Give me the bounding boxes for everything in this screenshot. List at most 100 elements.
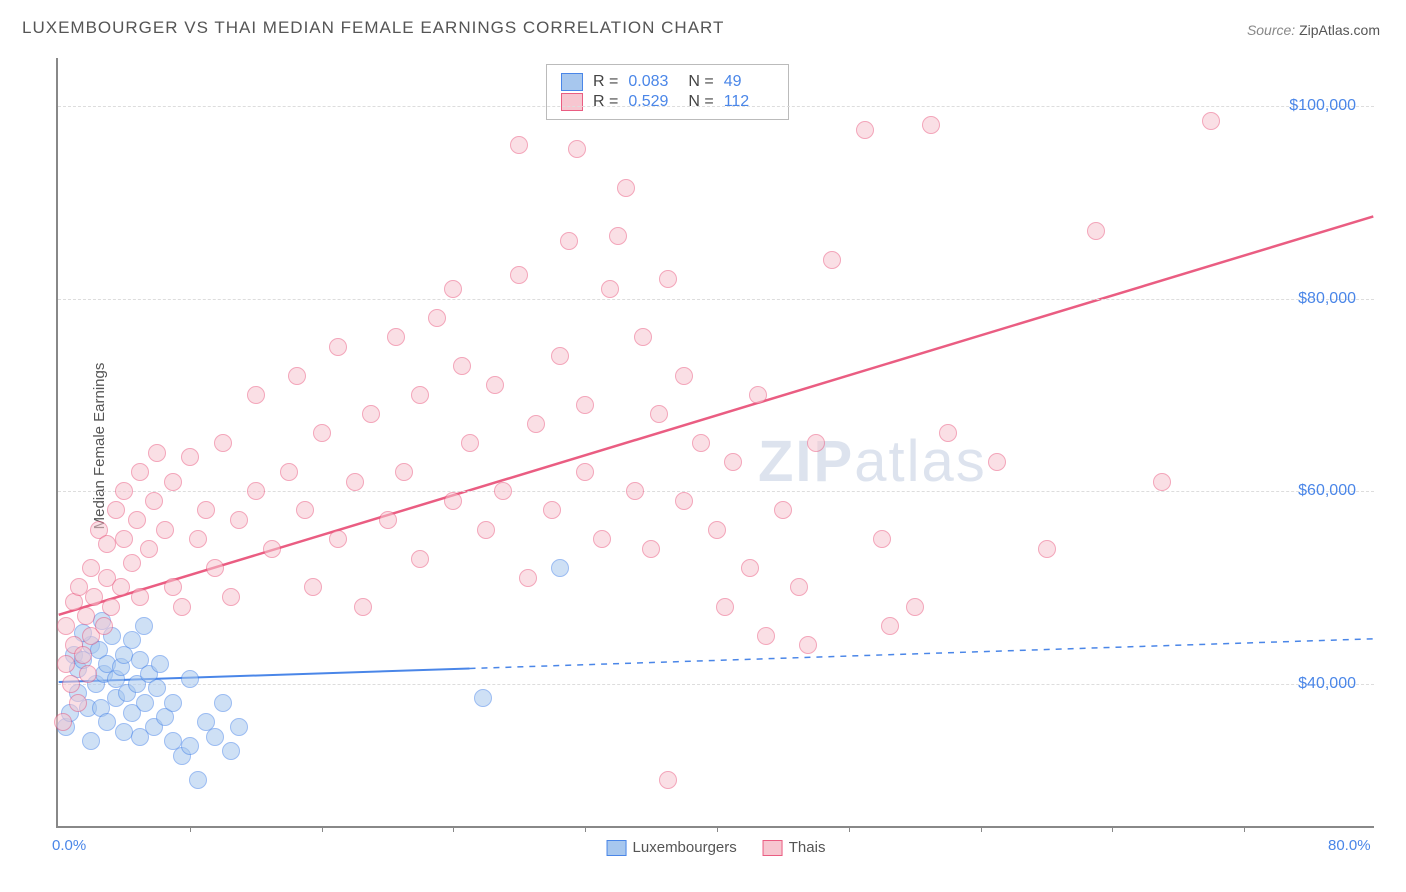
scatter-point [411, 386, 429, 404]
r-label: R = [593, 73, 618, 91]
scatter-point [69, 694, 87, 712]
scatter-point [453, 357, 471, 375]
trend-lines [58, 58, 1374, 826]
scatter-point [222, 742, 240, 760]
scatter-point [206, 559, 224, 577]
scatter-point [1202, 112, 1220, 130]
scatter-point [939, 424, 957, 442]
scatter-point [148, 679, 166, 697]
scatter-point [98, 713, 116, 731]
scatter-point [757, 627, 775, 645]
scatter-point [263, 540, 281, 558]
scatter-point [601, 280, 619, 298]
y-tick-label: $60,000 [1298, 482, 1356, 500]
scatter-point [790, 578, 808, 596]
scatter-point [115, 482, 133, 500]
x-tick-mark [453, 826, 454, 832]
scatter-point [510, 266, 528, 284]
x-tick-mark [322, 826, 323, 832]
scatter-point [107, 501, 125, 519]
plot-area: ZIPatlas R =0.083N =49R =0.529N =112 Lux… [56, 58, 1374, 828]
scatter-point [95, 617, 113, 635]
n-label: N = [688, 73, 713, 91]
legend-stats-row: R = 0.529 N = 112 [561, 93, 774, 111]
scatter-point [749, 386, 767, 404]
scatter-point [151, 655, 169, 673]
scatter-point [486, 376, 504, 394]
legend-item: Thais [763, 839, 826, 856]
scatter-point [461, 434, 479, 452]
scatter-point [659, 771, 677, 789]
chart-title: LUXEMBOURGER VS THAI MEDIAN FEMALE EARNI… [22, 18, 724, 38]
scatter-point [222, 588, 240, 606]
scatter-point [576, 463, 594, 481]
scatter-point [551, 347, 569, 365]
x-tick-mark [1244, 826, 1245, 832]
r-value: 0.529 [628, 93, 678, 111]
scatter-point [1038, 540, 1056, 558]
x-tick-mark [717, 826, 718, 832]
scatter-point [609, 227, 627, 245]
scatter-point [115, 530, 133, 548]
scatter-point [379, 511, 397, 529]
scatter-point [1153, 473, 1171, 491]
scatter-point [214, 434, 232, 452]
x-tick-mark [585, 826, 586, 832]
n-value: 112 [724, 93, 774, 111]
scatter-point [428, 309, 446, 327]
scatter-point [329, 338, 347, 356]
x-tick-mark [190, 826, 191, 832]
watermark-zip: ZIP [758, 429, 854, 494]
scatter-point [181, 448, 199, 466]
source-label: Source: [1247, 22, 1299, 38]
scatter-point [807, 434, 825, 452]
scatter-point [1087, 222, 1105, 240]
scatter-point [54, 713, 72, 731]
scatter-point [692, 434, 710, 452]
legend-series: LuxembourgersThais [607, 839, 826, 856]
scatter-point [724, 453, 742, 471]
scatter-point [675, 367, 693, 385]
scatter-point [82, 732, 100, 750]
scatter-point [148, 444, 166, 462]
scatter-point [551, 559, 569, 577]
scatter-point [156, 521, 174, 539]
scatter-point [510, 136, 528, 154]
n-label: N = [688, 93, 713, 111]
scatter-point [741, 559, 759, 577]
legend-stats: R =0.083N =49R =0.529N =112 [546, 64, 789, 120]
scatter-point [576, 396, 594, 414]
scatter-point [79, 665, 97, 683]
r-label: R = [593, 93, 618, 111]
scatter-point [189, 771, 207, 789]
gridline-h [58, 106, 1374, 107]
gridline-h [58, 684, 1374, 685]
scatter-point [411, 550, 429, 568]
scatter-point [774, 501, 792, 519]
scatter-point [362, 405, 380, 423]
source-attribution: Source: ZipAtlas.com [1247, 22, 1380, 38]
scatter-point [494, 482, 512, 500]
y-tick-label: $40,000 [1298, 675, 1356, 693]
scatter-point [288, 367, 306, 385]
x-tick-mark [981, 826, 982, 832]
source-value: ZipAtlas.com [1299, 22, 1380, 38]
scatter-point [642, 540, 660, 558]
scatter-point [527, 415, 545, 433]
scatter-point [62, 675, 80, 693]
scatter-point [164, 694, 182, 712]
scatter-point [57, 655, 75, 673]
scatter-point [128, 511, 146, 529]
scatter-point [135, 617, 153, 635]
scatter-point [123, 631, 141, 649]
gridline-h [58, 299, 1374, 300]
scatter-point [906, 598, 924, 616]
legend-swatch [763, 840, 783, 856]
n-value: 49 [724, 73, 774, 91]
scatter-point [856, 121, 874, 139]
x-tick-mark [1112, 826, 1113, 832]
scatter-point [189, 530, 207, 548]
scatter-point [716, 598, 734, 616]
scatter-point [988, 453, 1006, 471]
scatter-point [922, 116, 940, 134]
